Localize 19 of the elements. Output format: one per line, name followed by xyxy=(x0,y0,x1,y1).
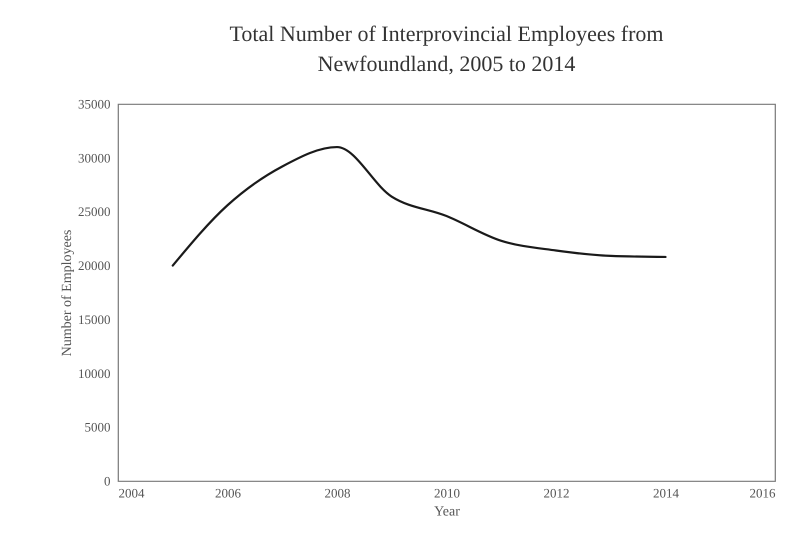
x-tick-label: 2012 xyxy=(544,486,570,500)
y-tick-label: 5000 xyxy=(84,420,110,435)
y-tick-label: 20000 xyxy=(78,258,110,274)
x-tick-label: 2010 xyxy=(434,486,460,500)
x-axis-title: Year xyxy=(434,504,460,520)
x-tick-label: 2016 xyxy=(750,486,776,500)
line-series xyxy=(172,146,667,267)
y-tick-label: 25000 xyxy=(78,204,110,220)
x-tick-label: 2008 xyxy=(324,486,350,500)
chart-title: Total Number of Interprovincial Employees from Newfoundland, 2005 to 2014 xyxy=(229,21,664,76)
x-tick-label: 2004 xyxy=(118,486,145,500)
y-tick-label: 0 xyxy=(104,474,110,488)
x-tick-label: 2014 xyxy=(653,486,680,500)
y-tick-label: 35000 xyxy=(78,96,110,112)
x-tick-label: 2006 xyxy=(215,486,242,500)
y-tick-label: 15000 xyxy=(78,312,110,327)
y-axis-title: Number of Employees xyxy=(60,230,75,356)
y-tick-label: 10000 xyxy=(78,366,110,381)
y-tick-label: 30000 xyxy=(78,150,110,166)
